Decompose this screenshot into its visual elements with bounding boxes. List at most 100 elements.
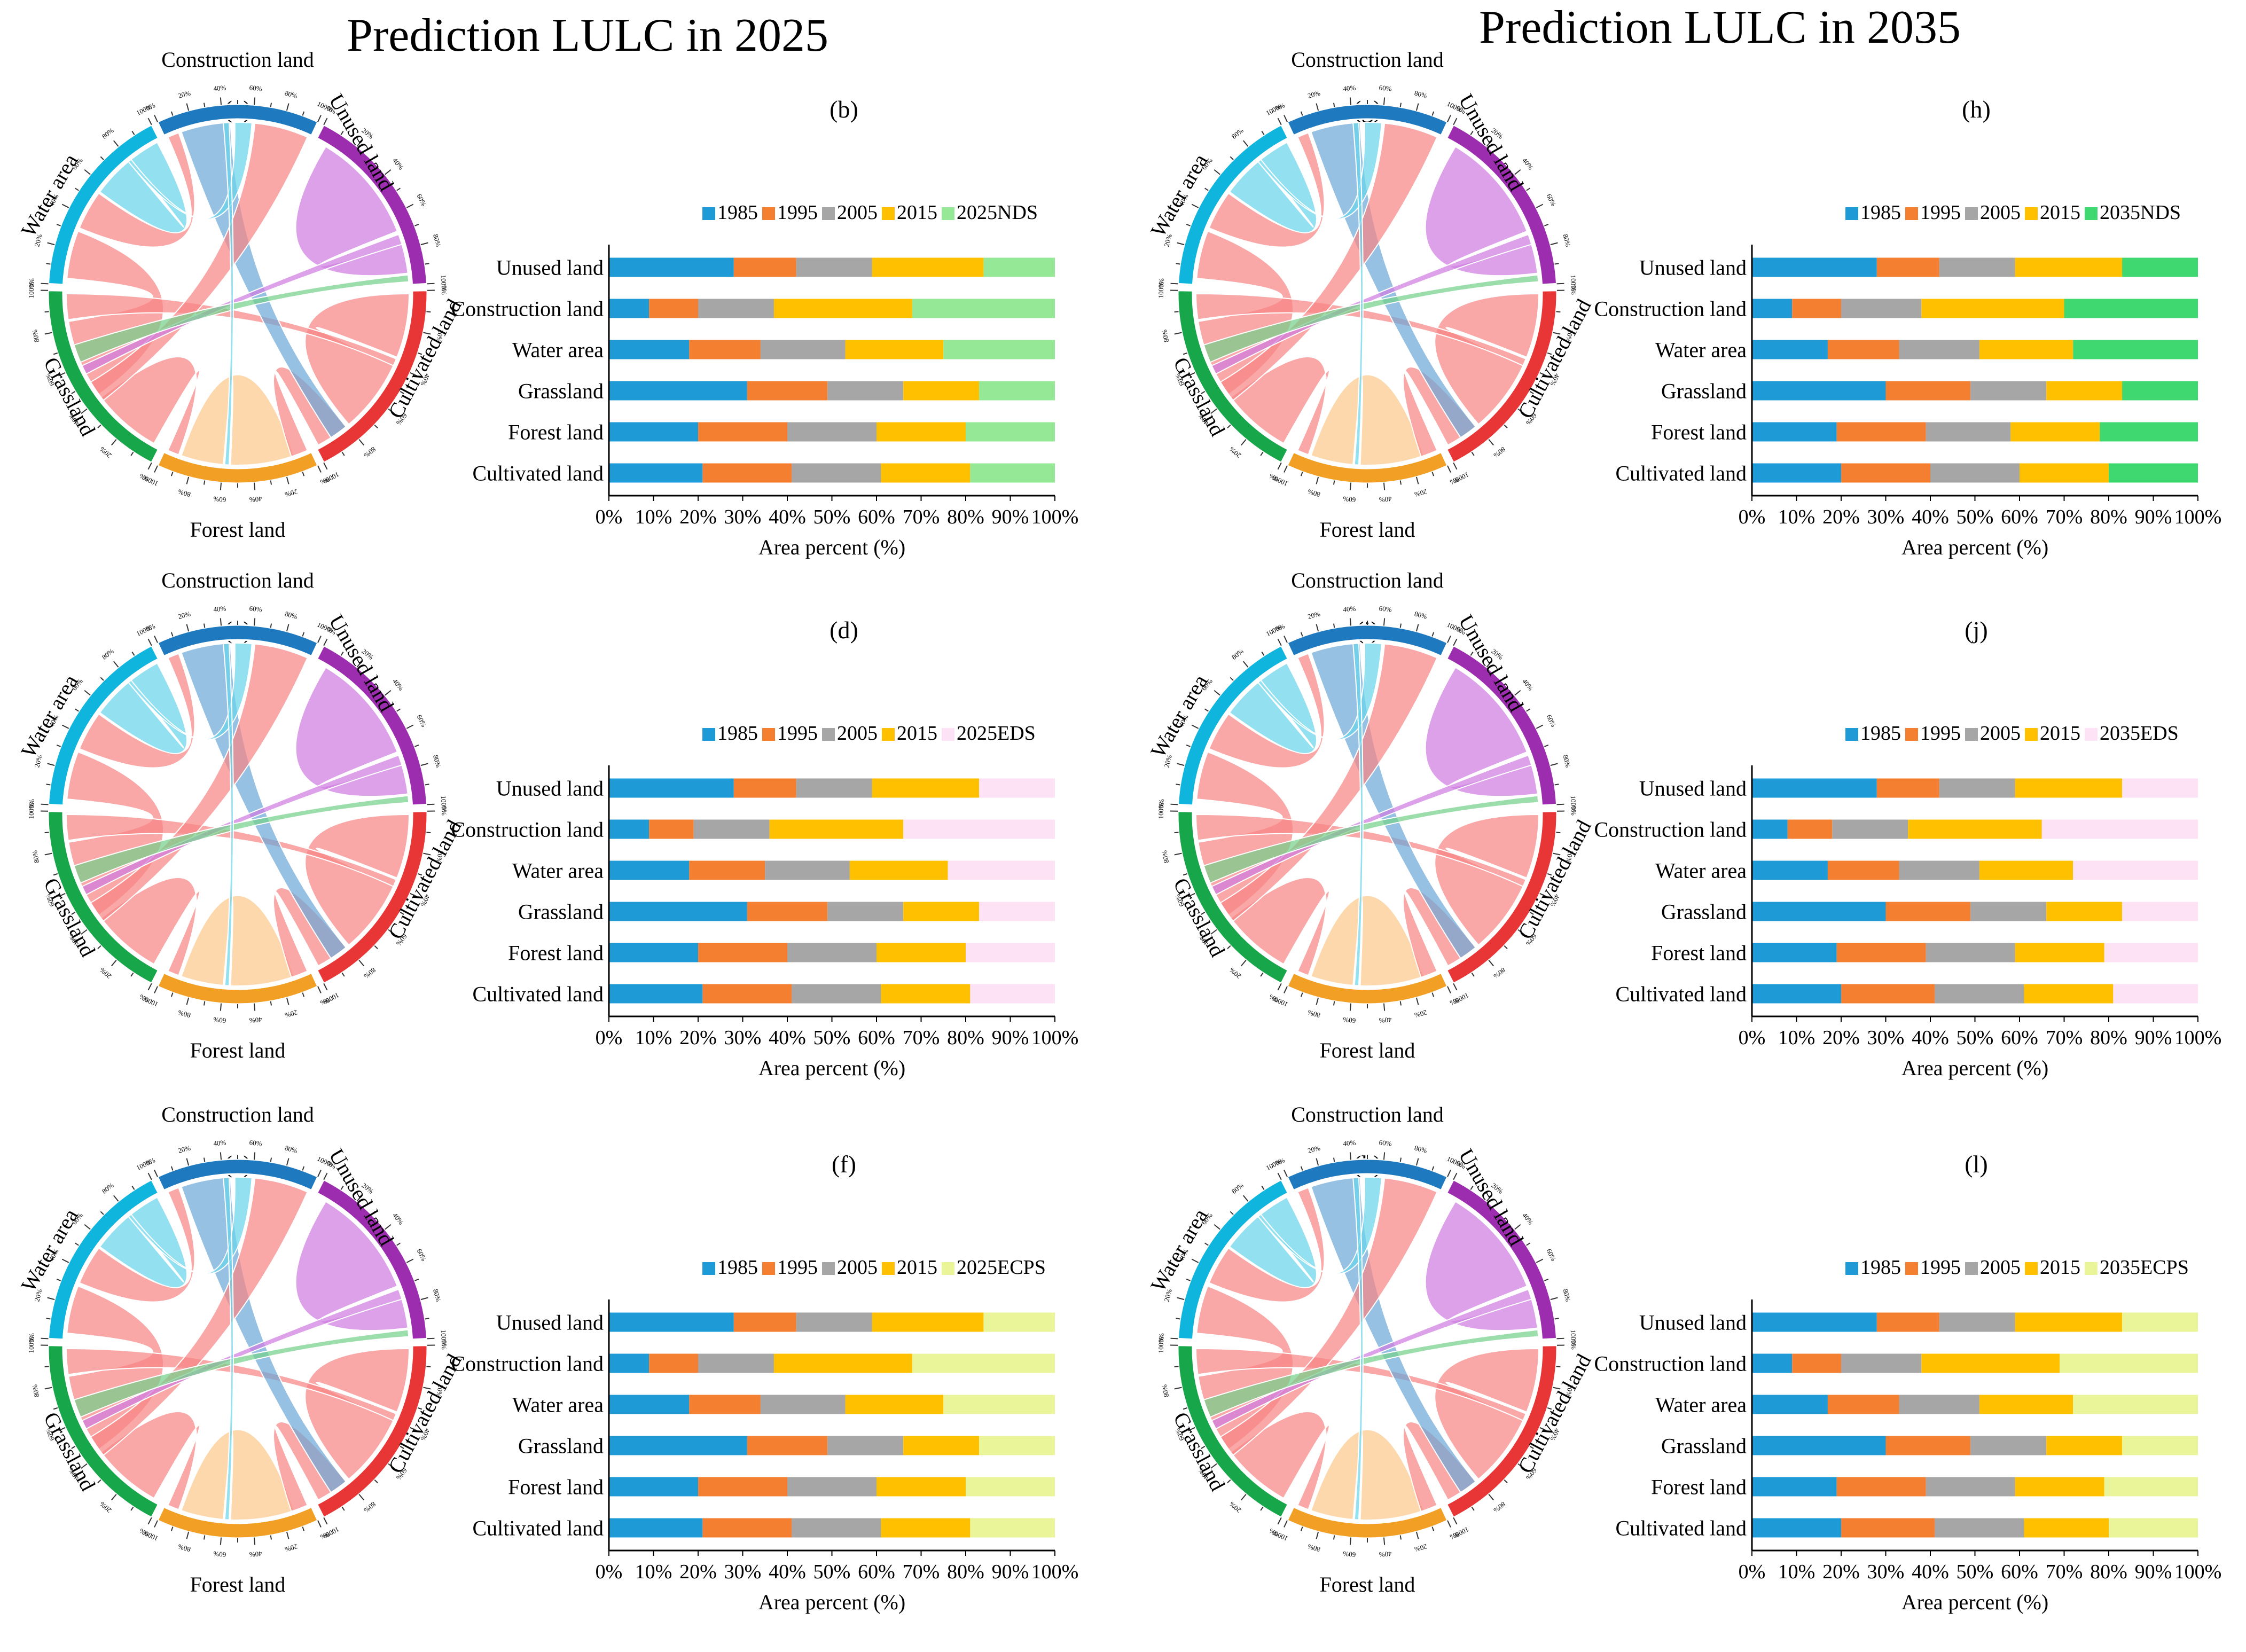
bar-segment [1841, 299, 1921, 318]
bar-segment [1752, 381, 1886, 401]
legend-label: 1985 [717, 1256, 758, 1279]
bar-segment [609, 299, 649, 318]
chord-tick [1301, 632, 1303, 637]
x-tick-label: 60% [2001, 1561, 2038, 1583]
chord-tick [1551, 242, 1558, 245]
bar-segment [609, 943, 698, 962]
x-tick-label: 30% [724, 506, 762, 528]
legend-swatch [762, 1262, 775, 1275]
chord-tick [62, 204, 68, 207]
bar-segment [827, 902, 903, 921]
chord-tick-label: 0% [27, 278, 36, 288]
bar-segment [948, 861, 1055, 880]
bar-segment [979, 779, 1055, 798]
legend-label: 2005 [1980, 722, 2021, 745]
chord-tick-label: 80% [30, 1384, 41, 1398]
chord-tick [1177, 763, 1185, 765]
chord-tick-label: 60% [1545, 713, 1558, 728]
x-tick-label: 30% [1867, 1027, 1905, 1049]
chord-tick-label: 0% [440, 806, 448, 816]
chord-tick [186, 624, 189, 632]
bar-segment [609, 779, 734, 798]
sector-label-forest: Forest land [190, 1572, 286, 1596]
bar-segment [979, 902, 1055, 921]
legend-label: 2035NDS [2100, 201, 2181, 224]
chord-tick [1350, 1004, 1351, 1011]
chord-tick [1472, 452, 1474, 456]
chord-tick-label: 80% [1306, 1543, 1321, 1554]
bar-segment [2113, 984, 2198, 1004]
x-tick-label: 70% [903, 506, 940, 528]
bar-segment [792, 464, 881, 483]
bar-segment [698, 943, 787, 962]
legend-label: 1995 [777, 201, 818, 224]
chord-tick [254, 1538, 255, 1545]
legend-label: 1985 [717, 722, 758, 745]
bar-segment [609, 1395, 689, 1414]
chord-tick [1447, 986, 1451, 993]
bar-segment [1979, 861, 2073, 880]
chord-tick [1536, 1259, 1543, 1262]
bar-segment [609, 984, 702, 1004]
bar-segment [1752, 340, 1828, 359]
chord-tick [1176, 1318, 1180, 1319]
chord-tick [1400, 1001, 1401, 1006]
chord-tick [374, 946, 378, 949]
legend-label: 2025EDS [957, 722, 1036, 745]
chord-tick-label: 40% [1379, 495, 1392, 504]
x-tick-label: 30% [1867, 1561, 1905, 1583]
bar-segment [1899, 340, 1979, 359]
chord-tick-label: 20% [1228, 966, 1243, 980]
chord-tick-label: 60% [1343, 1016, 1356, 1025]
chord-tick [1262, 652, 1264, 656]
legend-swatch [822, 207, 835, 220]
chord-tick [254, 618, 255, 625]
bar-segment [903, 902, 979, 921]
x-tick-label: 50% [813, 506, 851, 528]
bar-segment [2015, 1313, 2122, 1332]
chord-tick-label: 60% [249, 1138, 262, 1147]
bar-segment [1926, 422, 2011, 442]
chord-tick [1417, 624, 1419, 632]
legend-label: 2015 [897, 201, 937, 224]
chord-tick [1557, 804, 1564, 805]
bar-segment [694, 820, 770, 839]
legend-label: 2005 [837, 1256, 878, 1279]
sector-label-forest: Forest land [190, 518, 286, 542]
chord-tick [53, 353, 58, 354]
chord-tick [1453, 118, 1457, 124]
chord-tick [1175, 311, 1179, 312]
chord-tick-label: 0% [440, 285, 448, 295]
sector-label-forest: Forest land [190, 1038, 286, 1062]
bar-segment [912, 299, 1055, 318]
chord-tick [131, 973, 133, 976]
category-label: Forest land [1651, 1475, 1747, 1499]
chord-tick [204, 103, 205, 107]
chord-tick [1262, 131, 1264, 135]
bar-segment [877, 943, 966, 962]
chord-tick [1316, 1532, 1318, 1539]
chord-tick [1472, 973, 1474, 976]
bar-segment [774, 1354, 912, 1373]
chord-tick [41, 804, 49, 805]
category-label: Grassland [1661, 1434, 1747, 1458]
chord-tick [148, 118, 151, 124]
bar-segment [2015, 943, 2104, 962]
chord-tick [426, 311, 431, 312]
chord-tick [427, 804, 435, 805]
chord-tick [374, 1480, 378, 1483]
chord-tick [421, 242, 428, 245]
bar-segment [872, 258, 984, 277]
bar-segment [609, 381, 747, 401]
bar-segment [1832, 820, 1908, 839]
bar-segment [983, 1313, 1055, 1332]
x-tick-label: 80% [2090, 1027, 2127, 1049]
bar-segment [881, 464, 970, 483]
bar-segment [702, 1518, 792, 1538]
x-tick-label: 10% [635, 1561, 672, 1583]
chord-tick [1453, 983, 1457, 990]
bar-segment [1837, 943, 1926, 962]
bar-segment [881, 1518, 970, 1538]
